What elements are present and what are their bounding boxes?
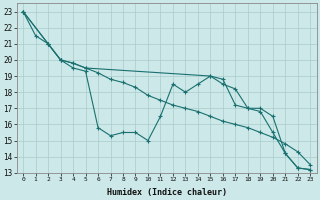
X-axis label: Humidex (Indice chaleur): Humidex (Indice chaleur) xyxy=(107,188,227,197)
